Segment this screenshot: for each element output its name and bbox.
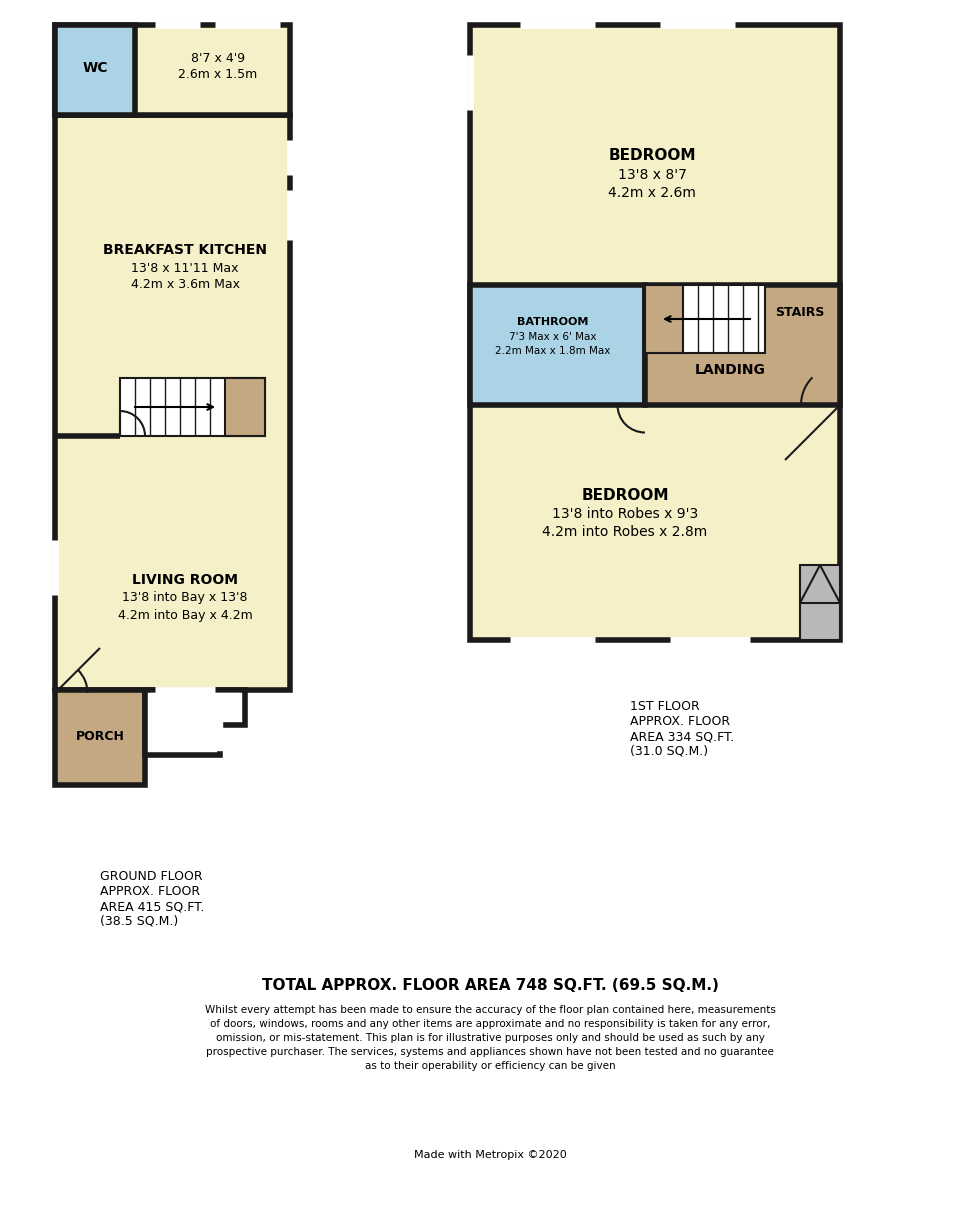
Text: 13'8 into Bay x 13'8: 13'8 into Bay x 13'8 [122, 592, 248, 604]
Text: TOTAL APPROX. FLOOR AREA 748 SQ.FT. (69.5 SQ.M.): TOTAL APPROX. FLOOR AREA 748 SQ.FT. (69.… [262, 978, 718, 992]
Polygon shape [150, 693, 240, 750]
Text: 2.2m Max x 1.8m Max: 2.2m Max x 1.8m Max [495, 346, 611, 355]
Text: 4.2m into Robes x 2.8m: 4.2m into Robes x 2.8m [542, 525, 708, 539]
Text: LANDING: LANDING [695, 363, 765, 377]
Text: 13'8 x 11'11 Max: 13'8 x 11'11 Max [131, 262, 239, 274]
Text: PORCH: PORCH [75, 730, 124, 744]
Text: 4.2m x 3.6m Max: 4.2m x 3.6m Max [130, 279, 239, 291]
Text: 8'7 x 4'9: 8'7 x 4'9 [191, 51, 245, 64]
Text: Whilst every attempt has been made to ensure the accuracy of the floor plan cont: Whilst every attempt has been made to en… [205, 1006, 775, 1071]
Text: BEDROOM: BEDROOM [581, 488, 668, 502]
Bar [225, 378, 265, 435]
Bar [645, 285, 765, 353]
Text: STAIRS: STAIRS [775, 307, 825, 319]
Bar [55, 115, 290, 690]
Bar [55, 25, 135, 115]
Text: BREAKFAST KITCHEN: BREAKFAST KITCHEN [103, 243, 267, 257]
Polygon shape [145, 690, 245, 754]
Bar [120, 378, 265, 435]
Bar [645, 285, 683, 353]
Text: BATHROOM: BATHROOM [517, 317, 589, 328]
Text: 13'8 into Robes x 9'3: 13'8 into Robes x 9'3 [552, 507, 698, 522]
Text: WC: WC [82, 61, 108, 75]
Text: 2.6m x 1.5m: 2.6m x 1.5m [178, 68, 258, 81]
Bar [470, 25, 840, 640]
Bar [470, 285, 645, 405]
Text: 1ST FLOOR
APPROX. FLOOR
AREA 334 SQ.FT.
(31.0 SQ.M.): 1ST FLOOR APPROX. FLOOR AREA 334 SQ.FT. … [630, 700, 734, 758]
Text: BEDROOM: BEDROOM [609, 148, 696, 163]
Bar [800, 565, 840, 640]
Text: 13'8 x 8'7: 13'8 x 8'7 [617, 167, 686, 182]
Text: 4.2m x 2.6m: 4.2m x 2.6m [608, 186, 696, 200]
Text: LIVING ROOM: LIVING ROOM [132, 573, 238, 587]
Text: GROUND FLOOR
APPROX. FLOOR
AREA 415 SQ.FT.
(38.5 SQ.M.): GROUND FLOOR APPROX. FLOOR AREA 415 SQ.F… [100, 870, 205, 928]
Text: 4.2m into Bay x 4.2m: 4.2m into Bay x 4.2m [118, 609, 253, 621]
Bar [645, 285, 840, 405]
Bar [55, 690, 145, 785]
Text: Made with Metropix ©2020: Made with Metropix ©2020 [414, 1150, 566, 1160]
Text: 7'3 Max x 6' Max: 7'3 Max x 6' Max [510, 332, 597, 342]
Bar [55, 25, 290, 115]
